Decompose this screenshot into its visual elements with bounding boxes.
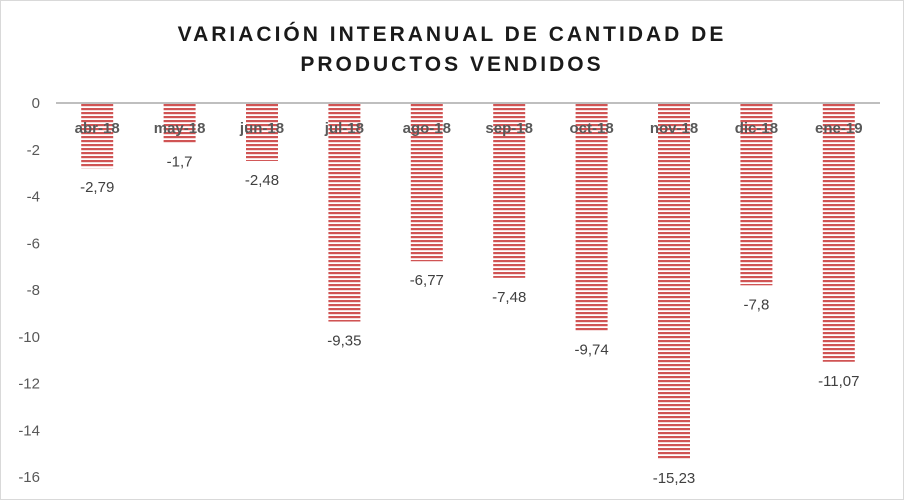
x-tick-label: oct-18 (570, 120, 614, 137)
x-tick-label: sep-18 (485, 120, 533, 137)
bar-jul-18 (328, 103, 361, 322)
bar-ene-19 (822, 103, 855, 362)
y-tick-label: -2 (27, 142, 40, 159)
data-label: -6,77 (410, 272, 444, 289)
x-tick-label: ago-18 (403, 120, 451, 137)
bar-ago-18 (410, 103, 443, 262)
title-line-2: PRODUCTOS VENDIDOS (300, 53, 604, 76)
y-tick-label: -6 (27, 235, 40, 252)
x-tick-label: may-18 (154, 120, 206, 137)
y-tick-label: -12 (18, 376, 40, 393)
bar-oct-18 (575, 103, 608, 331)
x-tick-label: jun-18 (239, 120, 284, 137)
bar-dic-18 (740, 103, 773, 286)
data-label: -2,48 (245, 172, 279, 189)
x-tick-label: abr-18 (75, 120, 120, 137)
y-tick-label: -10 (18, 329, 40, 346)
y-tick-label: -14 (18, 422, 40, 439)
bar-abr-18 (81, 103, 114, 169)
title-line-1: VARIACIÓN INTERANUAL DE CANTIDAD DE (177, 23, 727, 46)
y-tick-label: -4 (27, 189, 40, 206)
data-label: -15,23 (653, 470, 696, 487)
data-label: -9,74 (574, 342, 608, 359)
x-tick-label: ene-19 (815, 120, 863, 137)
x-tick-label: jul-18 (324, 120, 364, 137)
y-tick-label: 0 (32, 95, 40, 112)
y-tick-label: -8 (27, 282, 40, 299)
data-label: -9,35 (327, 333, 361, 350)
x-tick-label: dic-18 (735, 120, 778, 137)
y-tick-label: -16 (18, 469, 40, 486)
bar-jun-18 (246, 103, 278, 161)
data-label: -1,7 (167, 154, 193, 171)
bar-nov-18 (658, 103, 690, 460)
bar-sep-18 (493, 103, 526, 278)
chart-title: VARIACIÓN INTERANUAL DE CANTIDAD DE PROD… (0, 20, 904, 80)
data-label: -11,07 (818, 373, 859, 390)
x-tick-label: nov-18 (650, 120, 698, 137)
data-label: -2,79 (80, 179, 114, 196)
data-label: -7,48 (492, 289, 526, 306)
bar-may-18 (163, 103, 196, 143)
data-label: -7,8 (743, 296, 769, 313)
